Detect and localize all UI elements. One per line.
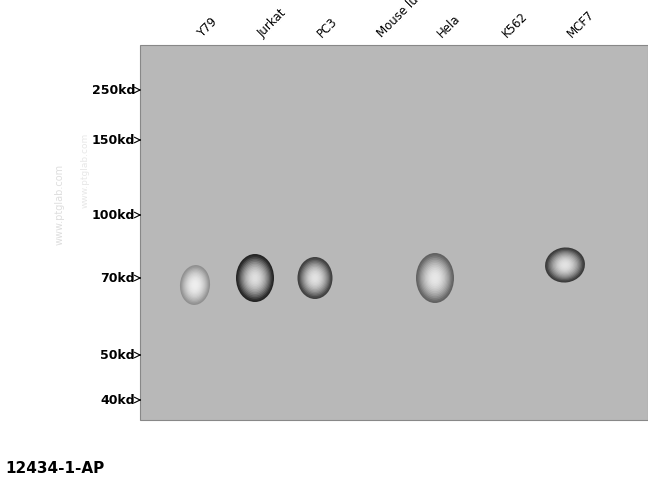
Ellipse shape [557, 258, 573, 272]
Ellipse shape [553, 255, 577, 276]
Text: PC3: PC3 [315, 15, 340, 40]
Ellipse shape [312, 274, 319, 282]
Ellipse shape [421, 260, 449, 296]
Ellipse shape [561, 261, 569, 268]
Ellipse shape [299, 259, 331, 297]
Ellipse shape [426, 266, 444, 290]
Text: 250kd: 250kd [91, 84, 135, 97]
Text: Jurkat: Jurkat [255, 6, 288, 40]
Ellipse shape [187, 275, 203, 295]
Text: 40kd: 40kd [100, 394, 135, 406]
Text: MCF7: MCF7 [565, 8, 597, 40]
Ellipse shape [431, 273, 439, 283]
Ellipse shape [250, 272, 260, 284]
Ellipse shape [417, 255, 453, 301]
Ellipse shape [248, 268, 262, 288]
Text: 50kd: 50kd [100, 348, 135, 362]
Ellipse shape [545, 247, 585, 282]
Ellipse shape [308, 270, 322, 286]
Ellipse shape [237, 256, 273, 300]
Ellipse shape [314, 277, 316, 279]
Text: Mouse lung: Mouse lung [375, 0, 432, 40]
Ellipse shape [310, 272, 319, 284]
Text: Y79: Y79 [195, 15, 220, 40]
Text: 70kd: 70kd [100, 272, 135, 284]
Bar [140, 45, 648, 420]
Ellipse shape [185, 272, 205, 298]
Ellipse shape [432, 275, 437, 281]
Ellipse shape [193, 282, 197, 288]
Ellipse shape [189, 277, 201, 293]
Ellipse shape [192, 281, 198, 289]
Ellipse shape [430, 271, 440, 285]
Ellipse shape [546, 249, 584, 281]
Ellipse shape [186, 273, 204, 297]
Ellipse shape [251, 273, 259, 283]
Ellipse shape [302, 262, 328, 294]
Ellipse shape [240, 259, 270, 297]
Ellipse shape [564, 264, 566, 266]
Ellipse shape [297, 257, 332, 299]
Ellipse shape [422, 261, 448, 295]
Ellipse shape [301, 261, 329, 295]
Ellipse shape [253, 275, 257, 281]
Ellipse shape [305, 265, 325, 291]
Text: K562: K562 [500, 10, 531, 40]
Ellipse shape [245, 265, 265, 291]
Ellipse shape [313, 275, 318, 281]
Ellipse shape [550, 252, 579, 278]
Ellipse shape [548, 250, 583, 280]
Ellipse shape [182, 268, 208, 302]
Ellipse shape [244, 263, 266, 293]
Ellipse shape [562, 262, 568, 267]
Ellipse shape [428, 268, 443, 288]
Ellipse shape [551, 253, 578, 277]
Text: 12434-1-AP: 12434-1-AP [5, 461, 104, 476]
Ellipse shape [419, 256, 452, 300]
Text: 150kd: 150kd [91, 134, 135, 146]
Ellipse shape [181, 266, 209, 304]
Ellipse shape [309, 271, 321, 285]
Ellipse shape [424, 263, 446, 293]
Ellipse shape [434, 277, 436, 279]
Ellipse shape [184, 270, 206, 300]
Ellipse shape [183, 269, 207, 301]
Ellipse shape [306, 267, 325, 289]
Ellipse shape [236, 254, 274, 302]
Text: www.ptglab.com: www.ptglab.com [55, 164, 65, 244]
Ellipse shape [559, 259, 572, 271]
Ellipse shape [556, 257, 574, 273]
Ellipse shape [242, 262, 268, 294]
Ellipse shape [241, 260, 269, 295]
Text: www.ptglab.com: www.ptglab.com [80, 133, 89, 208]
Ellipse shape [554, 256, 575, 275]
Ellipse shape [188, 276, 202, 295]
Ellipse shape [191, 279, 199, 290]
Ellipse shape [180, 265, 210, 305]
Ellipse shape [190, 278, 200, 292]
Ellipse shape [254, 277, 256, 279]
Ellipse shape [238, 257, 272, 299]
Ellipse shape [549, 251, 581, 279]
Ellipse shape [560, 260, 570, 270]
Ellipse shape [416, 253, 454, 303]
Ellipse shape [303, 264, 327, 292]
Ellipse shape [307, 268, 323, 288]
Ellipse shape [249, 270, 261, 286]
Text: Hela: Hela [435, 12, 463, 40]
Ellipse shape [425, 265, 445, 291]
Ellipse shape [194, 284, 196, 286]
Ellipse shape [246, 267, 264, 289]
Ellipse shape [429, 270, 441, 286]
Ellipse shape [420, 258, 450, 298]
Ellipse shape [300, 260, 330, 296]
Text: 100kd: 100kd [91, 208, 135, 222]
